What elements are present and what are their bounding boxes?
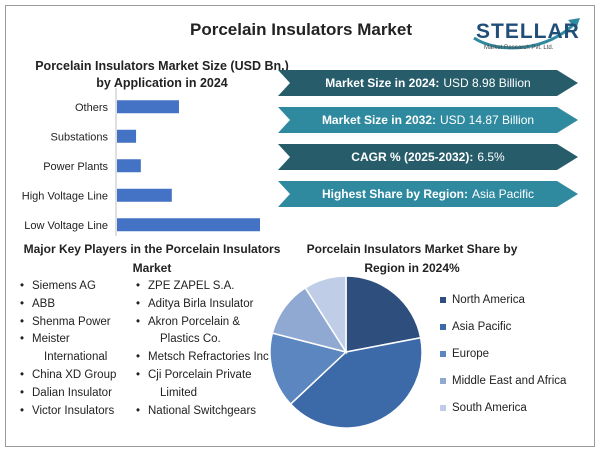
player-item: Meister bbox=[20, 331, 116, 349]
legend-item: North America bbox=[440, 286, 566, 313]
bar-chart: Others Substations Power Plants High Voltag… bbox=[22, 88, 260, 236]
stellar-logo: STELLAR Market Research Pvt. Ltd. bbox=[468, 14, 588, 58]
logo-name: STELLAR bbox=[476, 20, 580, 43]
page-title: Porcelain Insulators Market bbox=[189, 20, 413, 39]
legend-item: South America bbox=[440, 394, 566, 421]
player-item: Cji Porcelain Private bbox=[136, 367, 272, 385]
player-item: ABB bbox=[20, 296, 116, 314]
bar-category-label: High Voltage Line bbox=[22, 190, 108, 202]
pie-slice-asia-pacific bbox=[289, 336, 423, 429]
kpi-banner: Market Size in 2032: USD 14.87 Billion bbox=[278, 107, 578, 133]
legend-swatch bbox=[440, 350, 446, 357]
legend-label: Middle East and Africa bbox=[452, 374, 567, 387]
pie-slice-south-america bbox=[304, 275, 347, 355]
legend-label: North America bbox=[452, 293, 525, 306]
bar-power-plants bbox=[117, 159, 141, 173]
pie-legend: North America Asia Pacific Europe Middle Ea… bbox=[440, 286, 566, 421]
bar-category-label: Substations bbox=[51, 131, 109, 143]
kpi-value: 6.5% bbox=[477, 150, 505, 164]
bar-category-label: Low Voltage Line bbox=[24, 220, 108, 232]
player-item: Victor Insulators bbox=[20, 403, 116, 421]
kpi-banner: Market Size in 2024: USD 8.98 Billion bbox=[278, 70, 578, 96]
player-item: Siemens AG bbox=[20, 278, 116, 296]
player-item: Metsch Refractories Inc. bbox=[136, 349, 272, 367]
pie-slice-europe bbox=[269, 332, 348, 406]
pie-chart-title: Porcelain Insulators Market Share by Reg… bbox=[306, 242, 518, 275]
legend-item: Europe bbox=[440, 340, 566, 367]
legend-swatch bbox=[440, 404, 446, 411]
kpi-value: Asia Pacific bbox=[472, 187, 535, 201]
legend-swatch bbox=[440, 323, 446, 330]
legend-label: Europe bbox=[452, 347, 490, 360]
legend-item: Asia Pacific bbox=[440, 313, 566, 340]
kpi-banner: CAGR % (2025-2032): 6.5% bbox=[278, 144, 578, 170]
player-item: Akron Porcelain & bbox=[136, 314, 272, 332]
player-item: Shenma Power bbox=[20, 314, 116, 332]
bar-others bbox=[117, 100, 179, 114]
player-item: International bbox=[44, 351, 108, 364]
kpi-value: USD 8.98 Billion bbox=[443, 76, 531, 90]
kpi-label: Market Size in 2024: bbox=[325, 76, 440, 90]
bar-category-label: Power Plants bbox=[43, 161, 108, 173]
player-item: Aditya Birla Insulator bbox=[136, 296, 272, 314]
legend-label: Asia Pacific bbox=[452, 320, 512, 333]
kpi-label: CAGR % (2025-2032): bbox=[351, 150, 474, 164]
bar-chart-title: Porcelain Insulators Market Size (USD Bn… bbox=[35, 59, 289, 90]
legend-swatch bbox=[440, 377, 446, 384]
pie-chart bbox=[269, 275, 423, 429]
bar-high-voltage-line bbox=[117, 188, 172, 202]
legend-swatch bbox=[440, 296, 446, 303]
player-item: Plastics Co. bbox=[160, 333, 221, 346]
player-item: Limited bbox=[160, 386, 198, 399]
players-title: Major Key Players in the Porcelain Insul… bbox=[23, 242, 281, 275]
player-item: National Switchgears bbox=[136, 403, 272, 421]
legend-label: South America bbox=[452, 401, 527, 414]
kpi-banner: Highest Share by Region: Asia Pacific bbox=[278, 181, 578, 207]
player-item: ZPE ZAPEL S.A. bbox=[136, 278, 272, 296]
bar-category-label: Others bbox=[75, 102, 109, 114]
infographic-frame: Porcelain Insulators Market STELLAR Mark… bbox=[5, 5, 595, 447]
bar-low-voltage-line bbox=[117, 218, 260, 232]
players-column-1: Siemens AGABBShenma PowerMeister Internat… bbox=[20, 278, 116, 420]
kpi-label: Market Size in 2032: bbox=[321, 113, 436, 127]
player-item: Dalian Insulator bbox=[20, 385, 116, 403]
bar-substations bbox=[117, 129, 137, 143]
logo-swoosh-icon bbox=[473, 18, 580, 50]
player-item: China XD Group bbox=[20, 367, 116, 385]
legend-item: Middle East and Africa bbox=[440, 367, 566, 394]
logo-subtitle: Market Research Pvt. Ltd. bbox=[484, 45, 554, 51]
kpi-label: Highest Share by Region: bbox=[321, 187, 468, 201]
kpi-value: USD 14.87 Billion bbox=[440, 113, 535, 127]
pie-slice-north-america bbox=[345, 275, 422, 353]
players-column-2: ZPE ZAPEL S.A.Aditya Birla InsulatorAkro… bbox=[136, 278, 272, 420]
